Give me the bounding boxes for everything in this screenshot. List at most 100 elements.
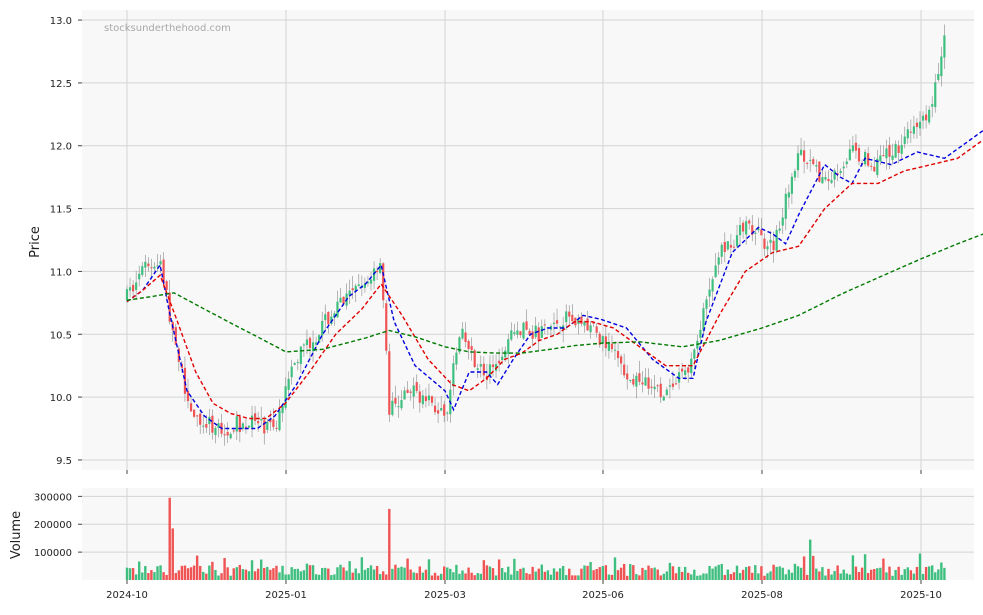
candle-body: [778, 228, 781, 231]
volume-bar: [918, 553, 922, 580]
volume-bar: [876, 568, 879, 580]
volume-bar: [818, 571, 821, 580]
volume-bar: [497, 559, 501, 580]
volume-bar: [619, 567, 623, 580]
candle-body: [845, 161, 848, 165]
candle-body: [430, 396, 434, 403]
candle-body: [897, 145, 900, 153]
volume-bar: [714, 566, 717, 580]
volume-bar: [626, 575, 629, 580]
candle-body: [458, 337, 461, 353]
volume-bar: [513, 558, 516, 580]
volume-bar: [272, 568, 275, 580]
candle-body: [751, 225, 754, 235]
candle-body: [208, 416, 211, 425]
volume-bar: [644, 569, 647, 580]
candle-body: [278, 410, 281, 431]
volume-bar: [232, 568, 235, 580]
candle-body: [125, 289, 129, 301]
volume-bar: [446, 567, 449, 580]
volume-bar: [882, 558, 885, 580]
candle-body: [720, 244, 723, 257]
volume-bar: [632, 565, 635, 580]
candle-body: [665, 389, 668, 396]
volume-bar: [470, 572, 473, 580]
candle-body: [464, 332, 467, 342]
candle-body: [891, 155, 894, 160]
volume-bar: [558, 568, 562, 580]
candle-body: [302, 344, 305, 346]
candle-body: [601, 335, 604, 344]
volume-bar: [561, 565, 565, 580]
x-tick-label: 2025-08: [741, 590, 783, 601]
candle-body: [824, 177, 827, 180]
candle-body: [311, 342, 315, 352]
volume-bar: [360, 557, 364, 580]
candle-body: [915, 122, 919, 128]
volume-bar: [723, 575, 726, 580]
candle-body: [668, 385, 671, 387]
volume-bar: [485, 565, 489, 580]
candle-body: [732, 246, 736, 248]
volume-bar: [708, 565, 711, 580]
volume-bar: [574, 575, 577, 580]
candle-body: [790, 176, 793, 194]
x-tick-label: 2025-01: [265, 590, 307, 601]
volume-bar: [449, 568, 452, 580]
candle-body: [403, 390, 406, 400]
candle-body: [635, 375, 638, 387]
candle-body: [815, 165, 818, 167]
candle-body: [540, 326, 543, 338]
volume-bar: [717, 564, 720, 580]
candle-body: [418, 391, 421, 403]
volume-bar: [171, 528, 174, 580]
candle-body: [482, 363, 485, 376]
candle-body: [839, 170, 842, 173]
x-tick-label: 2025-10: [900, 590, 942, 601]
volume-bar: [299, 571, 303, 580]
volume-bar: [382, 571, 385, 580]
candle-body: [193, 409, 196, 417]
price-grid: [82, 10, 974, 470]
candle-body: [433, 405, 437, 413]
volume-bar: [738, 573, 742, 580]
volume-bar: [253, 571, 257, 580]
candle-body: [870, 165, 873, 167]
candle-body: [757, 228, 760, 231]
volume-bar: [281, 565, 284, 580]
candle-body: [882, 155, 885, 157]
candle-body: [217, 423, 220, 428]
volume-bar: [452, 572, 455, 580]
candle-body: [534, 325, 537, 338]
candle-body: [748, 220, 751, 224]
candle-body: [379, 263, 382, 273]
volume-bar: [931, 565, 934, 580]
candle-body: [735, 235, 739, 247]
volume-y-tick-label: 300000: [34, 492, 72, 503]
candle-body: [235, 416, 238, 432]
moving-average-line-2: [126, 139, 983, 420]
candle-body: [250, 415, 254, 428]
price-y-tick-label: 10.5: [50, 330, 72, 341]
candle-body: [699, 329, 702, 338]
volume-bar: [314, 574, 318, 580]
volume-bar: [162, 572, 165, 580]
candle-body: [931, 104, 934, 107]
candle-body: [446, 412, 449, 414]
candle-body: [376, 270, 379, 273]
volume-bar: [461, 570, 464, 580]
volume-bar: [177, 570, 181, 580]
candle-body: [467, 340, 470, 350]
volume-bar: [159, 565, 162, 580]
volume-bar: [205, 573, 208, 580]
candle-body: [623, 364, 626, 376]
volume-bar: [879, 567, 882, 580]
volume-bar: [211, 561, 214, 580]
candle-body: [851, 145, 854, 152]
volume-bar: [885, 572, 888, 580]
candle-body: [879, 155, 882, 162]
volume-bar: [659, 575, 662, 580]
volume-bar: [348, 561, 351, 580]
candle-body: [888, 144, 891, 157]
volume-bar: [510, 574, 513, 580]
